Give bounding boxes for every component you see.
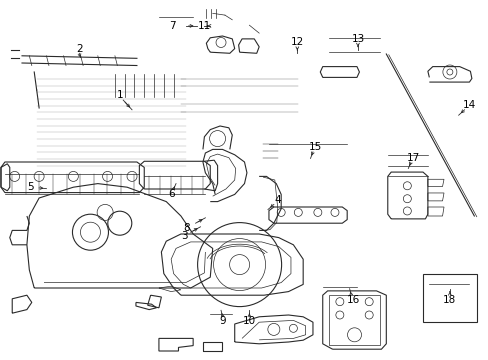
Text: 12: 12 [290, 37, 304, 48]
Text: 17: 17 [406, 153, 419, 163]
Text: 6: 6 [167, 189, 174, 199]
Bar [423, 274, 476, 322]
Text: 18: 18 [442, 294, 456, 305]
Text: 9: 9 [219, 316, 225, 326]
Text: 14: 14 [462, 100, 475, 110]
Text: 16: 16 [346, 294, 359, 305]
Text: 8: 8 [183, 222, 190, 233]
Text: 1: 1 [116, 90, 123, 100]
Text: 4: 4 [274, 195, 281, 205]
Text: 10: 10 [243, 316, 255, 326]
Text: 11: 11 [197, 21, 211, 31]
Text: 15: 15 [308, 142, 322, 152]
Text: 3: 3 [181, 231, 188, 241]
Text: 5: 5 [27, 182, 34, 192]
Text: 13: 13 [350, 34, 364, 44]
Text: 2: 2 [76, 44, 82, 54]
Text: 7: 7 [168, 21, 175, 31]
